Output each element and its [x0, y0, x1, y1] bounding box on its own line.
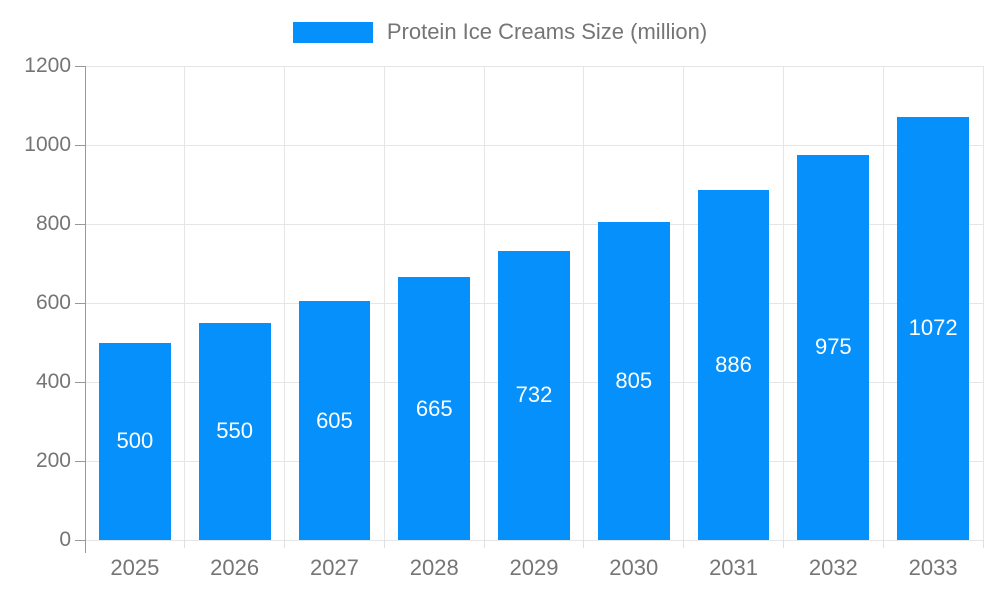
gridline-x-6 — [683, 66, 685, 540]
ytick-mark-800 — [75, 223, 85, 225]
gridline-x-1 — [184, 66, 186, 540]
xtick-mark-3 — [383, 540, 385, 548]
gridline-x-5 — [583, 66, 585, 540]
bar-value-label-2029: 732 — [515, 382, 553, 408]
y-axis-line — [85, 66, 86, 553]
ytick-label-1200: 1200 — [24, 54, 71, 77]
gridline-x-8 — [882, 66, 884, 540]
xtick-mark-2 — [284, 540, 286, 548]
xtick-label-2029: 2029 — [509, 555, 559, 580]
gridline-x-2 — [284, 66, 286, 540]
bar-2029[interactable]: 732 — [498, 250, 570, 540]
ytick-mark-400 — [75, 381, 85, 383]
gridline-x-3 — [383, 66, 385, 540]
ytick-label-0: 0 — [59, 528, 71, 551]
xtick-mark-6 — [683, 540, 685, 548]
bar-value-label-2027: 605 — [316, 407, 353, 433]
xtick-mark-4 — [483, 540, 485, 548]
gridline-y-1000 — [85, 144, 983, 146]
bar-2033[interactable]: 1072 — [897, 116, 970, 540]
bar-value-label-2030: 805 — [615, 368, 653, 394]
gridline-y-1200 — [85, 65, 983, 67]
xtick-label-2025: 2025 — [110, 555, 160, 580]
plot-area: 500 550 605 665 732 805 886 975 1072 0 200 400 600 8… — [24, 55, 984, 580]
legend-label: Protein Ice Creams Size (million) — [386, 19, 708, 44]
xtick-label-2026: 2026 — [210, 555, 260, 580]
ytick-mark-1000 — [75, 144, 85, 146]
gridline-x-4 — [483, 66, 485, 540]
bar-value-label-2025: 500 — [116, 428, 154, 454]
legend-swatch — [292, 21, 373, 43]
bar-2027[interactable]: 605 — [298, 301, 371, 540]
xtick-label-2027: 2027 — [309, 555, 359, 580]
xtick-label-2033: 2033 — [908, 555, 958, 580]
xtick-mark-5 — [583, 540, 585, 548]
bar-2030[interactable]: 805 — [597, 222, 670, 540]
xtick-label-2028: 2028 — [409, 555, 459, 580]
ytick-mark-200 — [75, 460, 85, 462]
bar-2031[interactable]: 886 — [697, 190, 770, 540]
bar-2028[interactable]: 665 — [398, 277, 471, 540]
xtick-mark-9 — [982, 540, 984, 548]
bar-value-label-2032: 975 — [814, 334, 852, 360]
xtick-mark-1 — [184, 540, 186, 548]
xtick-label-2031: 2031 — [709, 555, 759, 580]
gridline-x-9 — [982, 66, 984, 540]
ytick-label-1000: 1000 — [24, 133, 71, 156]
bar-value-label-2031: 886 — [715, 352, 752, 378]
bar-2032[interactable]: 975 — [797, 154, 870, 540]
xtick-mark-8 — [882, 540, 884, 548]
xtick-label-2032: 2032 — [808, 555, 858, 580]
bar-2026[interactable]: 550 — [198, 322, 271, 540]
xtick-label-2030: 2030 — [609, 555, 659, 580]
ytick-label-200: 200 — [35, 449, 71, 472]
ytick-label-400: 400 — [35, 370, 71, 393]
gridline-y-0 — [85, 539, 983, 541]
gridline-x-7 — [782, 66, 784, 540]
bar-value-label-2028: 665 — [415, 395, 453, 421]
ytick-label-600: 600 — [35, 291, 71, 314]
ytick-mark-0 — [75, 539, 85, 541]
xtick-mark-7 — [782, 540, 784, 548]
bar-value-label-2033: 1072 — [908, 315, 958, 341]
gridline-y-800 — [85, 223, 983, 225]
chart-legend[interactable]: Protein Ice Creams Size (million) — [0, 14, 1000, 50]
ytick-mark-600 — [75, 302, 85, 304]
bar-2025[interactable]: 500 — [98, 342, 171, 540]
bar-value-label-2026: 550 — [216, 418, 253, 444]
ytick-label-800: 800 — [35, 212, 71, 235]
ytick-mark-1200 — [75, 65, 85, 67]
